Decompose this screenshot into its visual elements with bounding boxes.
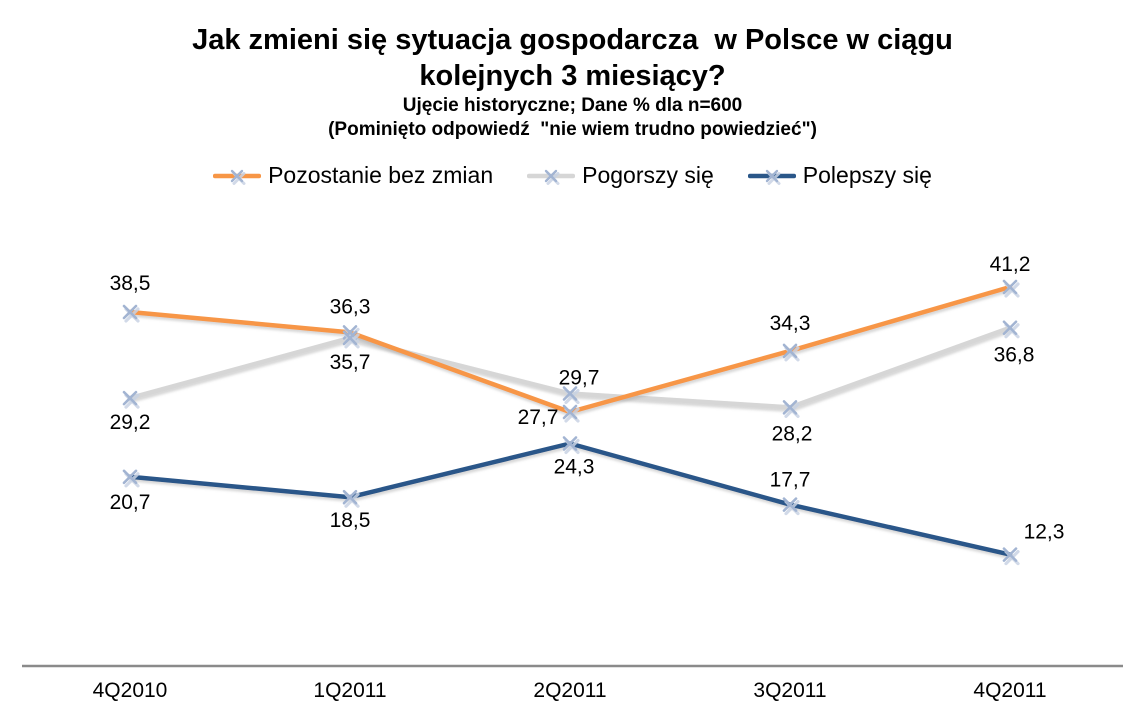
x-axis-label: 4Q2011 bbox=[973, 679, 1046, 702]
chart-title-line1: Jak zmieni się sytuacja gospodarcza w Po… bbox=[192, 24, 953, 56]
data-label: 20,7 bbox=[110, 491, 151, 514]
legend-item-2: Pogorszy się bbox=[527, 162, 714, 189]
data-label: 18,5 bbox=[330, 509, 371, 532]
data-label: 36,3 bbox=[330, 295, 371, 318]
legend-item-3: Polepszy się bbox=[747, 162, 932, 189]
x-axis-label: 1Q2011 bbox=[313, 679, 386, 702]
legend-swatch-icon bbox=[747, 169, 796, 185]
data-label: 38,5 bbox=[110, 272, 151, 295]
data-label: 36,8 bbox=[994, 344, 1035, 367]
chart-title-block: Jak zmieni się sytuacja gospodarcza w Po… bbox=[0, 22, 1145, 142]
series-data-labels-2: 29,2 35,7 29,7 28,2 36,8 bbox=[110, 344, 1035, 446]
series-markers-2 bbox=[122, 320, 1020, 418]
data-label: 28,2 bbox=[772, 422, 813, 445]
series-data-labels-3: 20,7 18,5 24,3 17,7 12,3 bbox=[110, 455, 1065, 543]
legend-swatch-icon bbox=[213, 169, 262, 185]
series-markers-1 bbox=[122, 279, 1020, 423]
data-label: 12,3 bbox=[1024, 521, 1065, 544]
chart-subtitle-line1: Ujęcie historyczne; Dane % dla n=600 bbox=[402, 95, 743, 116]
chart-title-line2: kolejnych 3 miesiący? bbox=[419, 60, 726, 92]
chart-legend: Pozostanie bez zmian Pogorszy się Polepszy… bbox=[0, 162, 1145, 189]
data-label: 29,7 bbox=[559, 366, 600, 389]
data-label: 29,2 bbox=[110, 411, 151, 434]
data-label: 35,7 bbox=[330, 351, 371, 374]
data-label: 41,2 bbox=[990, 253, 1031, 276]
x-axis-label: 3Q2011 bbox=[753, 679, 826, 702]
data-label: 17,7 bbox=[770, 469, 811, 492]
legend-label: Polepszy się bbox=[802, 162, 932, 188]
x-axis-label: 4Q2010 bbox=[93, 679, 168, 702]
legend-item-1: Pozostanie bez zmian bbox=[213, 162, 493, 189]
x-axis-label: 2Q2011 bbox=[533, 679, 606, 702]
series-data-labels-1: 38,5 36,3 27,7 34,3 41,2 bbox=[110, 253, 1031, 429]
data-label: 24,3 bbox=[554, 455, 595, 478]
x-axis-labels: 4Q2010 1Q2011 2Q2011 3Q2011 4Q2011 bbox=[93, 679, 1047, 702]
series-markers-3 bbox=[122, 436, 1020, 566]
data-label: 27,7 bbox=[518, 406, 559, 429]
legend-label: Pogorszy się bbox=[582, 162, 714, 188]
chart-subtitle-line2: (Pominięto odpowiedź "nie wiem trudno po… bbox=[328, 119, 817, 140]
data-label: 34,3 bbox=[770, 312, 811, 335]
legend-label: Pozostanie bez zmian bbox=[268, 162, 494, 188]
legend-swatch-icon bbox=[527, 169, 576, 185]
